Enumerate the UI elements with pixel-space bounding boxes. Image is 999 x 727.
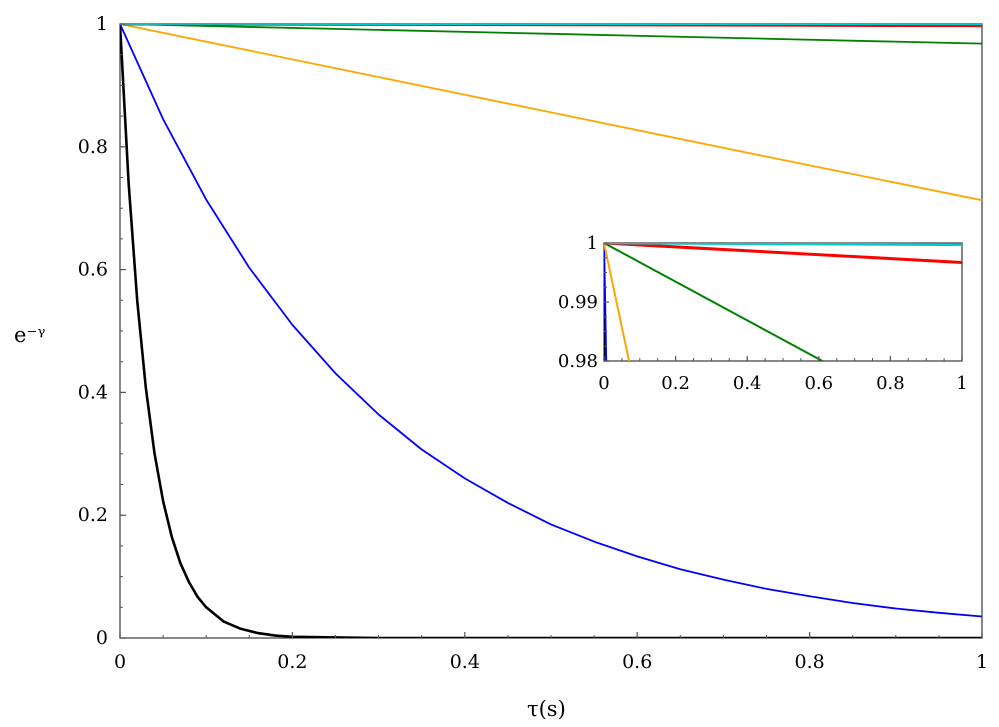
inset-x-tick-label: 1 bbox=[956, 373, 967, 394]
inset-series-line bbox=[604, 243, 962, 264]
inset-x-tick-label: 0.6 bbox=[804, 373, 833, 394]
inset-ticks-group bbox=[603, 242, 963, 362]
inset-x-tick-label: 0 bbox=[598, 373, 609, 394]
inset-x-tick-labels: 0 0.2 0.4 0.6 0.8 1 bbox=[598, 373, 967, 394]
main-x-tick-label: 0 bbox=[114, 651, 126, 673]
main-x-tick-label: 0.6 bbox=[622, 651, 652, 673]
main-x-tick-label: 1 bbox=[976, 651, 988, 673]
main-y-tick-label: 0.8 bbox=[78, 136, 108, 158]
main-y-tick-labels: 0 0.2 0.4 0.6 0.8 1 bbox=[78, 13, 108, 649]
y-axis-title: e⁻ᵞ bbox=[14, 323, 46, 347]
main-x-tick-label: 0.2 bbox=[277, 651, 307, 673]
main-x-tick-label: 0.8 bbox=[794, 651, 824, 673]
main-x-tick-label: 0.4 bbox=[450, 651, 480, 673]
main-series-line bbox=[120, 24, 982, 618]
main-series-line bbox=[120, 24, 982, 45]
inset-y-tick-label: 0.98 bbox=[558, 351, 598, 372]
inset-series-line bbox=[604, 243, 962, 247]
main-series-line bbox=[120, 24, 982, 202]
inset-plot: 0 0.2 0.4 0.6 0.8 1 0.98 0.99 1 bbox=[558, 233, 968, 394]
main-y-tick-label: 1 bbox=[96, 13, 108, 35]
inset-x-tick-label: 0.8 bbox=[876, 373, 905, 394]
inset-plot-frame bbox=[603, 242, 963, 362]
main-series-line bbox=[120, 24, 982, 638]
main-y-tick-label: 0.2 bbox=[78, 504, 108, 526]
inset-series-line bbox=[604, 243, 824, 361]
inset-x-tick-label: 0.4 bbox=[733, 373, 762, 394]
inset-y-tick-labels: 0.98 0.99 1 bbox=[558, 233, 598, 372]
main-x-tick-labels: 0 0.2 0.4 0.6 0.8 1 bbox=[114, 651, 988, 673]
inset-series-line bbox=[604, 243, 631, 361]
main-ticks-group bbox=[119, 23, 983, 639]
main-y-tick-label: 0 bbox=[96, 627, 108, 649]
main-y-tick-label: 0.4 bbox=[78, 381, 108, 403]
x-axis-title: τ(s) bbox=[527, 697, 566, 721]
inset-y-tick-label: 1 bbox=[587, 233, 598, 254]
inset-x-tick-label: 0.2 bbox=[661, 373, 690, 394]
main-y-tick-label: 0.6 bbox=[78, 259, 108, 281]
main-series-group bbox=[120, 24, 982, 638]
inset-y-tick-label: 0.99 bbox=[558, 292, 598, 313]
